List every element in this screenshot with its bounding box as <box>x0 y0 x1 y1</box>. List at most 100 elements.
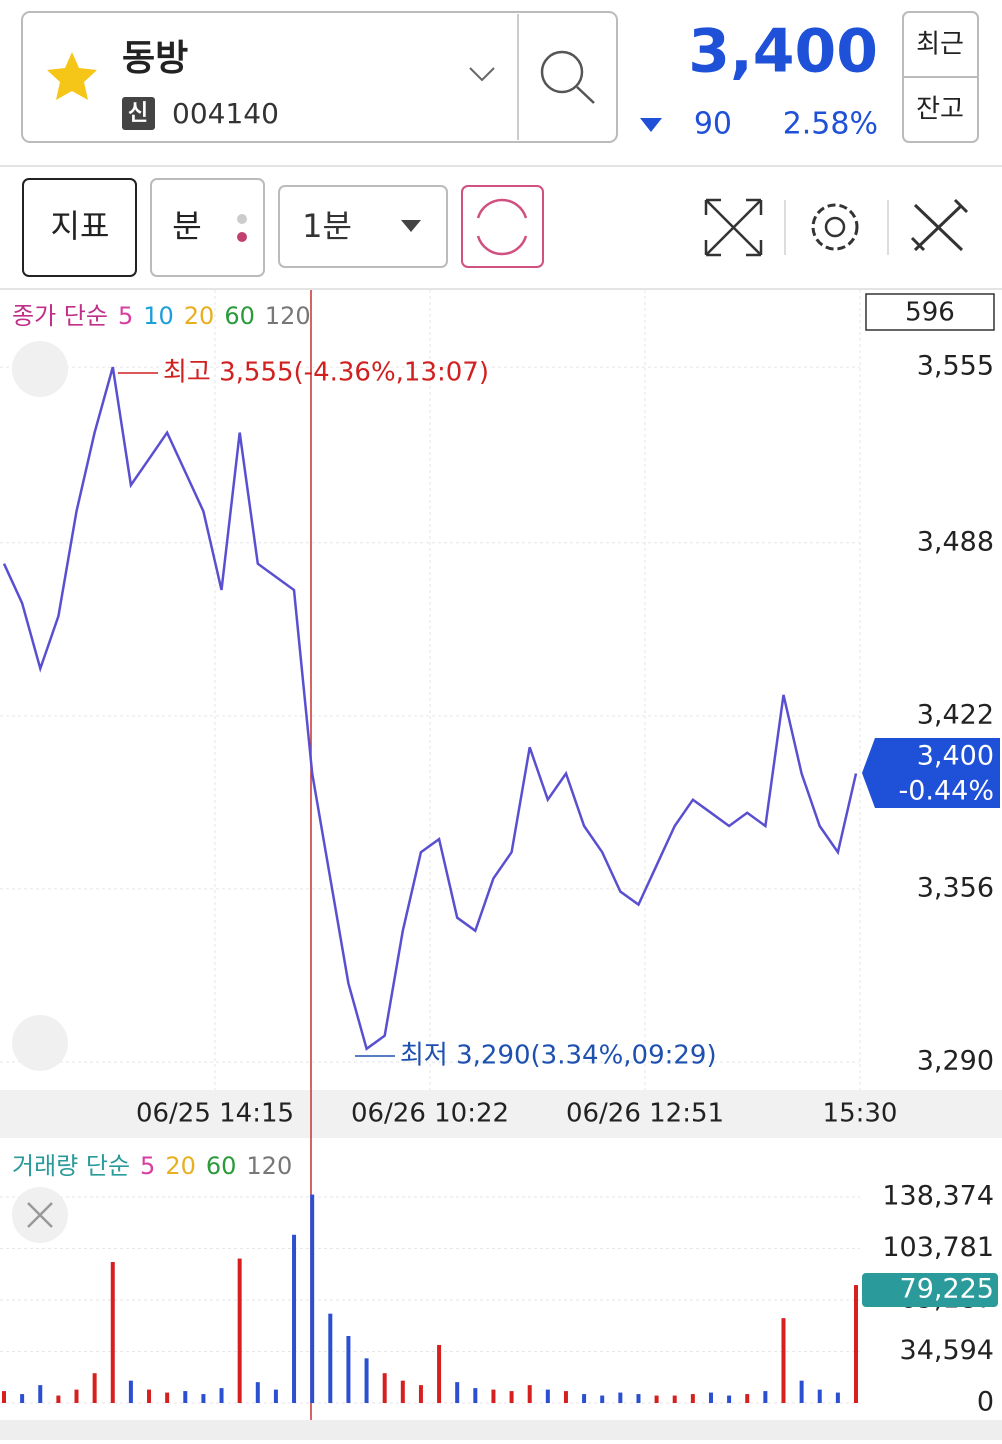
down-arrow <box>640 118 662 132</box>
period-type-button[interactable] <box>150 178 265 277</box>
legend-item: 20 <box>184 302 215 330</box>
price-line <box>2 366 858 1051</box>
y-tick-label: 103,781 <box>882 1232 994 1263</box>
x-tick-label: 06/26 10:22 <box>351 1099 509 1129</box>
volume-bar <box>201 1394 206 1403</box>
axis-area <box>860 290 1002 1090</box>
volume-bar <box>20 1394 25 1403</box>
settings-icon[interactable] <box>811 203 859 251</box>
interval-label: 1분 <box>302 207 352 245</box>
indicator-button[interactable] <box>22 178 137 277</box>
volume-bar <box>672 1395 677 1403</box>
zoom-in[interactable] <box>12 341 68 397</box>
legend-item: 5 <box>118 302 133 330</box>
price-change: 90 <box>694 107 732 142</box>
charts: 3,555 3,488 3,422 3,356 3,290 06/25 14:15 06/2… <box>0 290 1002 1440</box>
y-tick-label: 3,555 <box>917 351 994 382</box>
volume-bar <box>437 1344 442 1403</box>
stock-code: 004140 <box>172 97 279 130</box>
current-volume: 79,225 <box>900 1274 994 1305</box>
legend-label: 거래량 단순 <box>12 1152 130 1180</box>
dot <box>237 232 247 242</box>
fullscreen-icon[interactable] <box>704 198 763 257</box>
volume-bar <box>310 1194 315 1403</box>
volume-bar <box>2 1391 6 1403</box>
legend-item: 10 <box>143 302 174 330</box>
balance-button[interactable]: 잔고 <box>916 95 964 125</box>
search-box[interactable] <box>21 11 618 143</box>
volume-bar <box>527 1385 532 1403</box>
tools-icon[interactable] <box>910 198 969 252</box>
volume-bar <box>183 1391 188 1403</box>
close-icon <box>27 1202 53 1228</box>
x-tick-label: 06/26 12:51 <box>566 1099 724 1129</box>
dot <box>237 214 247 224</box>
volume-bar <box>654 1395 659 1403</box>
low-annotation: 최저 3,290(3.34%,09:29) <box>400 1041 717 1071</box>
volume-bar <box>382 1373 387 1403</box>
volume-bar <box>708 1392 713 1403</box>
badge: 신 <box>128 101 148 126</box>
value-box <box>865 293 995 331</box>
volume-bar <box>255 1382 260 1403</box>
volume-bar <box>455 1382 460 1403</box>
volume-bar <box>491 1389 496 1403</box>
favorite-star[interactable] <box>47 52 97 100</box>
current-price-box <box>862 738 1000 808</box>
search-icon[interactable] <box>540 50 584 94</box>
volume-bar <box>817 1389 822 1403</box>
price-change-pct: 2.58% <box>783 107 878 142</box>
dropdown-icon <box>401 220 421 232</box>
legend-item: 120 <box>265 302 311 330</box>
period-type-label: 분 <box>172 207 201 245</box>
refresh-icon <box>476 198 528 256</box>
volume-bar <box>745 1394 750 1403</box>
volume-bar <box>110 1262 115 1403</box>
y-tick-label: 3,422 <box>917 699 994 730</box>
price: 3,400 <box>688 17 878 87</box>
volume-bar <box>618 1392 623 1403</box>
legend-item: 5 <box>140 1152 155 1180</box>
x-axis-band <box>0 1090 1002 1138</box>
legend-item: 60 <box>224 302 255 330</box>
volume-bar <box>400 1380 405 1403</box>
volume-bar <box>237 1258 242 1403</box>
volume-bar <box>835 1392 840 1403</box>
x-tick-label: 06/25 14:15 <box>136 1099 294 1129</box>
volume-bar <box>781 1318 786 1403</box>
dropdown-icon[interactable] <box>469 67 495 82</box>
legend-item: 20 <box>165 1152 196 1180</box>
volume-bar <box>727 1395 732 1403</box>
separator <box>0 165 1002 167</box>
legend-label: 종가 단순 <box>12 302 108 330</box>
search-icon-handle <box>576 86 595 104</box>
volume-bar <box>273 1389 278 1403</box>
zoom-out[interactable] <box>12 1015 68 1071</box>
current-price: 3,400 <box>917 741 994 772</box>
volume-bar <box>563 1391 568 1403</box>
volume-bar <box>582 1394 587 1403</box>
volume-bar <box>636 1394 641 1403</box>
volume-bar <box>328 1313 333 1403</box>
axis-area <box>860 1138 1002 1403</box>
y-tick-label: 34,594 <box>900 1335 994 1366</box>
volume-bar <box>364 1358 369 1403</box>
volume-bar <box>799 1380 804 1403</box>
y-tick-label: 3,290 <box>917 1045 994 1076</box>
refresh-button[interactable] <box>461 185 544 268</box>
value-box-label: 596 <box>905 298 955 328</box>
high-annotation: 최고 3,555(-4.36%,13:07) <box>163 358 489 388</box>
x-tick-label: 15:30 <box>823 1099 898 1129</box>
volume-bar <box>92 1373 97 1403</box>
volume-bar <box>418 1385 423 1403</box>
volume-bar <box>128 1380 133 1403</box>
volume-bar <box>509 1391 514 1403</box>
current-change: -0.44% <box>898 776 994 807</box>
recent-button[interactable]: 최근 <box>916 30 964 60</box>
current-volume-box <box>862 1273 998 1307</box>
interval-select[interactable] <box>278 185 448 268</box>
volume-bar <box>219 1388 224 1403</box>
badge-bg <box>122 97 155 130</box>
volume-bar <box>165 1392 170 1403</box>
